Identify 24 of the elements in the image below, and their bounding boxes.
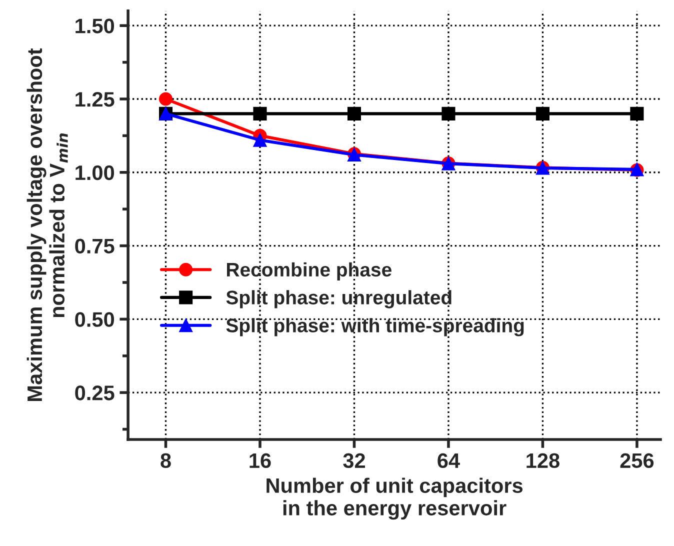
y-tick-label: 1.25 bbox=[76, 92, 114, 107]
point bbox=[630, 106, 644, 120]
legend-label: Recombine phase bbox=[227, 262, 392, 280]
legend-label: Split phase: unregulated bbox=[226, 290, 452, 308]
x-tick-label: 16 bbox=[250, 453, 271, 468]
x-tick-label: 256 bbox=[620, 453, 654, 468]
x-tick-label: 128 bbox=[526, 453, 560, 468]
y-tick-label: 0.50 bbox=[75, 312, 114, 327]
y-tick-label: 1.00 bbox=[76, 165, 114, 180]
x-tick-label: 8 bbox=[160, 453, 171, 468]
point bbox=[253, 133, 267, 147]
x-tick-label: 64 bbox=[438, 453, 460, 468]
point bbox=[536, 106, 550, 120]
point bbox=[158, 92, 173, 106]
x-tick-label: 32 bbox=[343, 453, 365, 468]
y-tick-label: 1.50 bbox=[76, 18, 114, 34]
point bbox=[253, 106, 267, 120]
y-axis-title: Maximum supply voltage overshoot normalized to V$_{min}$ bbox=[26, 48, 68, 401]
point bbox=[442, 106, 456, 120]
y-tick-label: 0.25 bbox=[75, 386, 114, 400]
legend-label: Split phase: with time-spreading bbox=[226, 318, 524, 336]
y-tick-label: 0.75 bbox=[75, 238, 114, 254]
x-axis-title: Number of unit capacitors in the energy reservoir bbox=[266, 478, 523, 520]
point bbox=[347, 106, 362, 120]
